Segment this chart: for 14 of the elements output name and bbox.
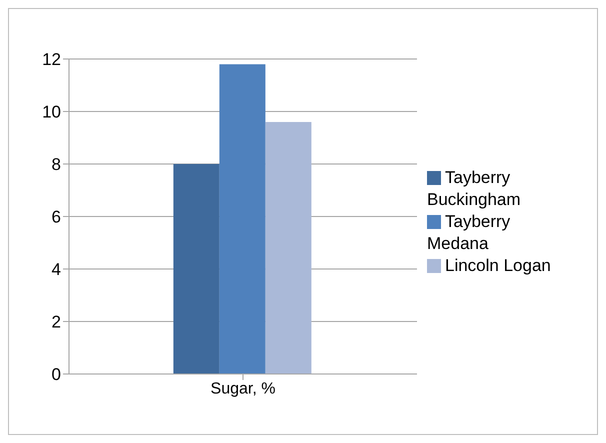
bar bbox=[219, 64, 266, 374]
legend-label: Lincoln Logan bbox=[445, 256, 551, 274]
bar bbox=[265, 122, 312, 374]
x-tick-label: Sugar, % bbox=[210, 380, 276, 398]
legend-label: Tayberry Buckingham bbox=[427, 168, 521, 208]
y-tick-label: 10 bbox=[42, 102, 61, 122]
y-tick-label: 12 bbox=[42, 50, 61, 70]
y-tick-label: 2 bbox=[52, 312, 61, 332]
y-tick-label: 0 bbox=[52, 365, 61, 384]
legend-label: Tayberry Medana bbox=[427, 212, 510, 252]
bar bbox=[173, 164, 220, 374]
y-tick-label: 6 bbox=[52, 208, 61, 227]
y-tick-label: 8 bbox=[52, 155, 61, 174]
y-tick-label: 4 bbox=[52, 260, 61, 280]
